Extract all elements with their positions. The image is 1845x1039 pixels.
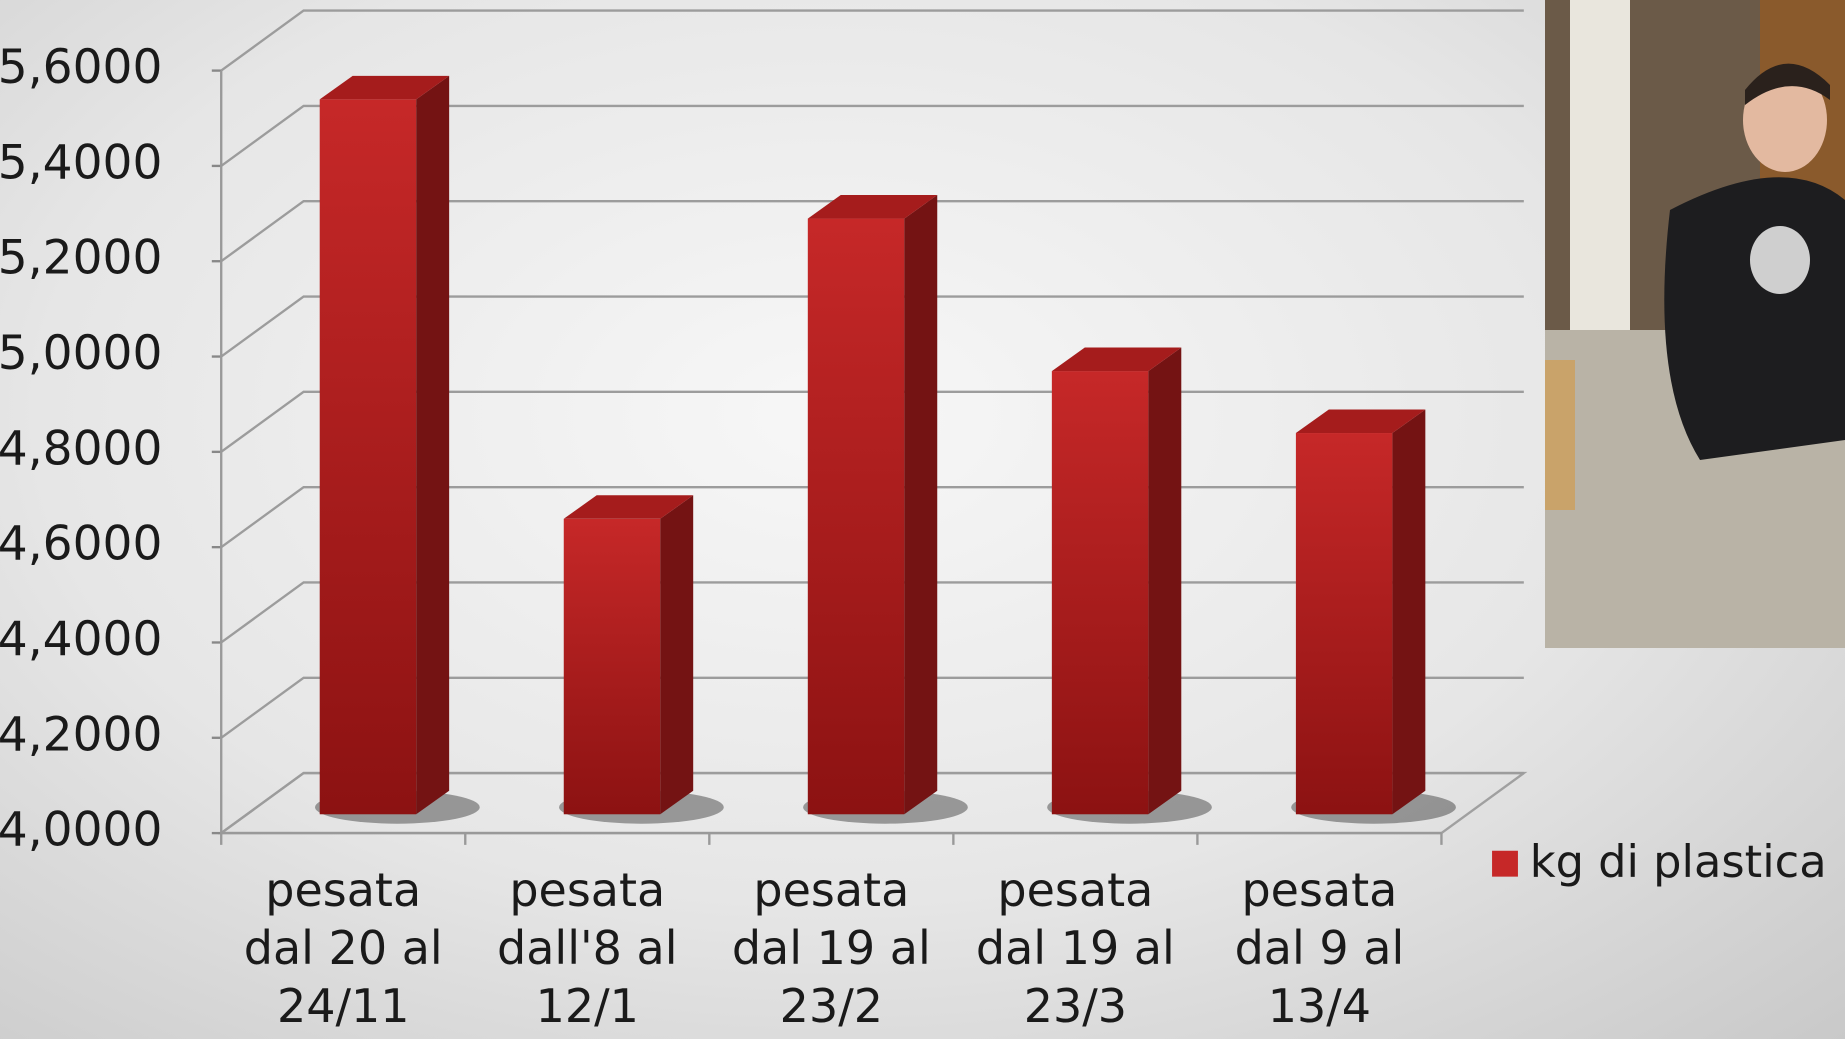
x-tick-label: pesata dal 9 al 13/4: [1234, 863, 1405, 1034]
y-tick-label: 5,4000: [0, 135, 162, 190]
bar-side: [904, 195, 938, 815]
x-tick-label: pesata dal 19 al 23/3: [975, 863, 1175, 1034]
y-tick-label: 4,6000: [0, 517, 162, 572]
bar-top: [563, 495, 694, 519]
grid-line: [220, 295, 1524, 358]
x-tick-label: pesata dal 19 al 23/2: [731, 863, 931, 1034]
legend-swatch: [1492, 850, 1518, 877]
bar-side: [1148, 347, 1182, 815]
photo: [1545, 0, 1845, 648]
legend-label: kg di plastica: [1530, 835, 1827, 888]
grid-line: [220, 9, 1524, 72]
y-tick-label: 4,2000: [0, 707, 162, 762]
bar-side: [1392, 409, 1426, 815]
grid-line: [220, 104, 1524, 167]
bar: [807, 218, 905, 815]
y-tick-label: 5,0000: [0, 326, 162, 381]
y-tick-label: 4,4000: [0, 612, 162, 667]
grid-line: [220, 200, 1524, 263]
y-tick-label: 5,2000: [0, 231, 162, 286]
bar: [1051, 371, 1149, 815]
bar-top: [1051, 347, 1182, 372]
y-tick-label: 4,0000: [0, 803, 162, 858]
bar-top: [319, 75, 450, 100]
x-tick-label: pesata dall'8 al 12/1: [497, 863, 678, 1034]
bar-top: [1295, 409, 1426, 434]
bar-side: [660, 495, 694, 815]
y-tick-label: 5,6000: [0, 40, 162, 95]
x-tick-label: pesata dal 20 al 24/11: [243, 863, 443, 1034]
bar-side: [416, 75, 450, 815]
bar: [319, 99, 417, 815]
bar-top: [807, 195, 938, 219]
y-tick-label: 4,8000: [0, 421, 162, 476]
bar: [563, 518, 661, 815]
bar: [1295, 433, 1393, 815]
